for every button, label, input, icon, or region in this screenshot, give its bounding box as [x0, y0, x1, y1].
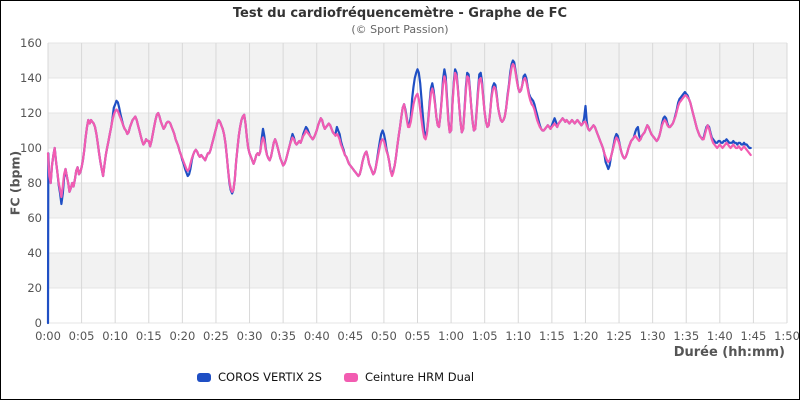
y-tick-label: 0	[35, 316, 42, 330]
x-tick-label: 1:25	[606, 329, 632, 343]
y-tick-label: 80	[27, 176, 42, 190]
y-tick-label: 120	[20, 106, 42, 120]
chart-legend: COROS VERTIX 2S Ceinture HRM Dual	[197, 369, 474, 385]
x-tick-label: 0:40	[304, 329, 330, 343]
x-tick-label: 1:45	[740, 329, 766, 343]
y-tick-label: 100	[20, 141, 42, 155]
plot-gridlines	[47, 42, 788, 324]
x-tick-label: 0:45	[337, 329, 363, 343]
x-tick-label: 0:10	[102, 329, 128, 343]
coros-series-swatch-icon	[197, 372, 211, 382]
y-tick-label: 140	[20, 71, 42, 85]
x-tick-label: 0:20	[169, 329, 195, 343]
x-tick-label: 0:50	[371, 329, 397, 343]
x-tick-label: 1:50	[774, 329, 800, 343]
x-tick-label: 0:25	[203, 329, 229, 343]
x-tick-label: 0:05	[69, 329, 95, 343]
chart-title: Test du cardiofréquencemètre - Graphe de…	[232, 6, 568, 21]
x-tick-label: 1:40	[707, 329, 733, 343]
series-line-1	[46, 62, 752, 199]
y-tick-label: 60	[27, 211, 42, 225]
y-tick-labels: 0 20 40 60 80 100 120 140 160	[20, 36, 42, 330]
x-axis-title: Durée (hh:mm)	[673, 345, 785, 360]
y-tick-label: 20	[27, 281, 42, 295]
x-tick-label: 0:30	[237, 329, 263, 343]
x-tick-label: 1:15	[539, 329, 565, 343]
chart-subtitle: (© Sport Passion)	[351, 23, 449, 36]
y-tick-label: 160	[20, 36, 42, 50]
x-tick-label: 1:10	[505, 329, 531, 343]
x-tick-label: 1:00	[438, 329, 464, 343]
x-tick-labels: 0:00 0:05 0:10 0:15 0:20 0:25 0:30 0:35 0:40 0:45…	[35, 329, 800, 343]
y-tick-label: 40	[27, 246, 42, 260]
x-tick-label: 0:35	[270, 329, 296, 343]
x-tick-label: 0:55	[405, 329, 431, 343]
legend-label-coros: COROS VERTIX 2S	[218, 370, 322, 384]
legend-label-hrm: Ceinture HRM Dual	[364, 370, 475, 384]
legend-item-coros: COROS VERTIX 2S	[197, 370, 322, 384]
legend-item-hrm: Ceinture HRM Dual	[343, 370, 475, 384]
x-tick-label: 1:30	[640, 329, 666, 343]
hrm-series-swatch-icon	[343, 372, 358, 382]
x-tick-label: 0:15	[136, 329, 162, 343]
x-tick-label: 1:35	[673, 329, 699, 343]
x-tick-label: 1:05	[472, 329, 498, 343]
x-tick-label: 0:00	[35, 329, 61, 343]
x-tick-label: 1:20	[573, 329, 599, 343]
